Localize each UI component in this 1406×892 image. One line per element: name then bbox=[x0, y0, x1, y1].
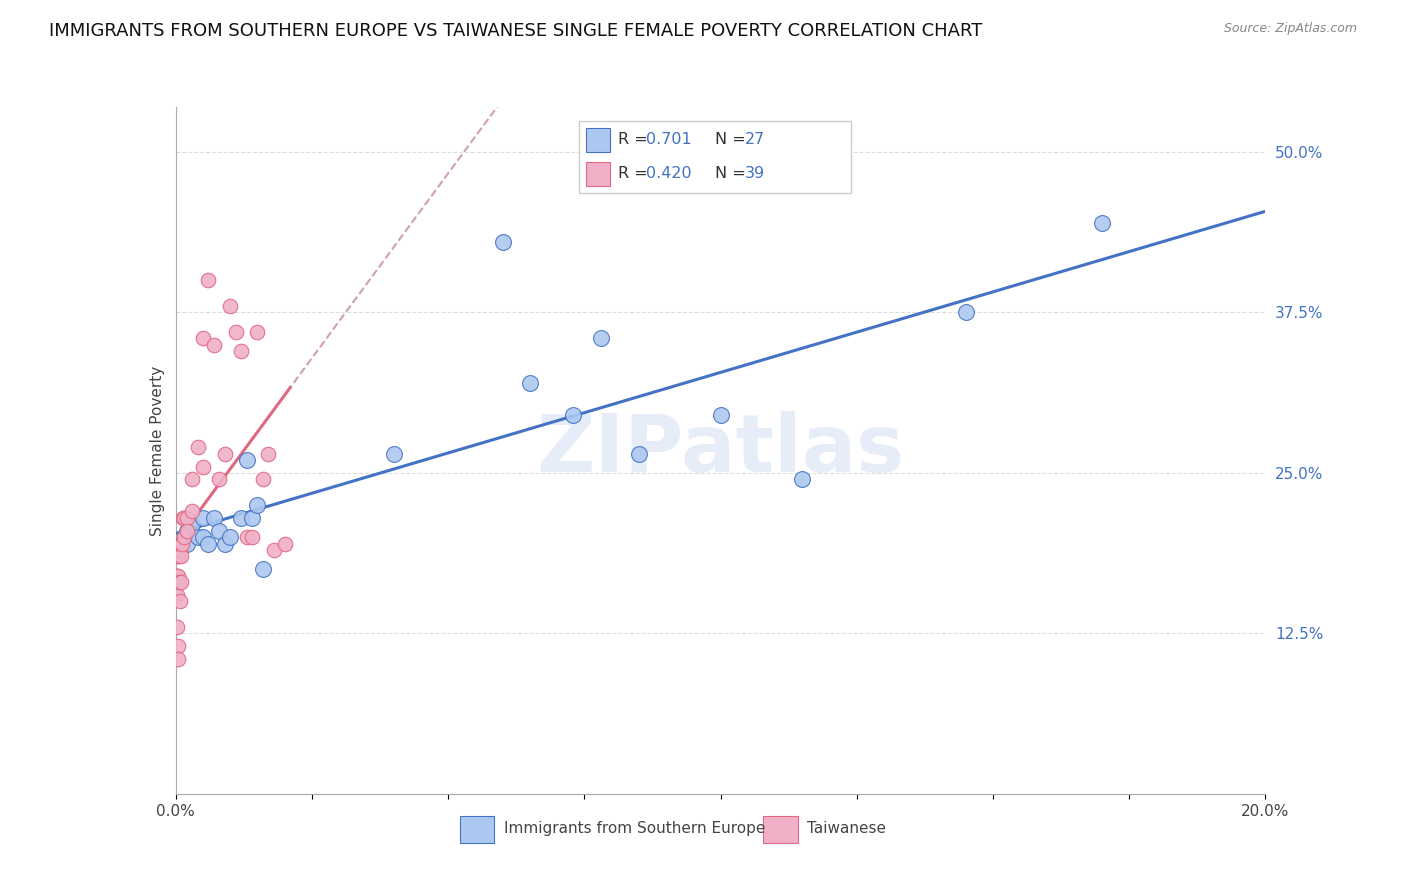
Point bbox=[170, 575, 193, 590]
Point bbox=[219, 299, 242, 313]
Point bbox=[166, 620, 188, 634]
Point bbox=[191, 331, 214, 345]
Point bbox=[589, 331, 612, 345]
Point bbox=[202, 511, 225, 525]
Point bbox=[219, 530, 242, 544]
Point bbox=[186, 530, 209, 544]
Point bbox=[173, 511, 195, 525]
Text: ZIPatlas: ZIPatlas bbox=[537, 411, 904, 490]
Point bbox=[170, 536, 193, 550]
Point bbox=[176, 536, 198, 550]
Point bbox=[263, 543, 285, 558]
Point bbox=[252, 472, 274, 486]
Point bbox=[246, 325, 269, 339]
Text: Source: ZipAtlas.com: Source: ZipAtlas.com bbox=[1223, 22, 1357, 36]
Point bbox=[208, 472, 231, 486]
Point bbox=[627, 447, 650, 461]
Point bbox=[191, 511, 214, 525]
Point bbox=[176, 511, 198, 525]
Point bbox=[167, 575, 190, 590]
Point bbox=[197, 273, 219, 287]
Point bbox=[197, 536, 219, 550]
Point bbox=[252, 562, 274, 576]
Point bbox=[214, 536, 236, 550]
Point bbox=[167, 652, 190, 666]
Point bbox=[257, 447, 280, 461]
Point bbox=[274, 536, 297, 550]
Point bbox=[167, 568, 190, 582]
Point bbox=[519, 376, 541, 390]
Point bbox=[191, 530, 214, 544]
Point bbox=[166, 588, 188, 602]
Point bbox=[166, 568, 188, 582]
Point bbox=[208, 524, 231, 538]
Point bbox=[176, 524, 198, 538]
Point bbox=[169, 543, 191, 558]
Point bbox=[172, 511, 194, 525]
Point bbox=[235, 530, 257, 544]
Point bbox=[492, 235, 515, 249]
Point bbox=[181, 517, 204, 532]
Point bbox=[176, 524, 198, 538]
Point bbox=[1091, 216, 1114, 230]
Point bbox=[167, 549, 190, 564]
Text: IMMIGRANTS FROM SOUTHERN EUROPE VS TAIWANESE SINGLE FEMALE POVERTY CORRELATION C: IMMIGRANTS FROM SOUTHERN EUROPE VS TAIWA… bbox=[49, 22, 983, 40]
Point bbox=[214, 447, 236, 461]
Point bbox=[231, 511, 253, 525]
Point bbox=[202, 337, 225, 351]
Point bbox=[382, 447, 405, 461]
Point bbox=[169, 536, 191, 550]
Point bbox=[181, 472, 204, 486]
Point bbox=[240, 511, 263, 525]
Point bbox=[792, 472, 814, 486]
Point bbox=[710, 408, 733, 422]
Point bbox=[167, 639, 190, 653]
Point bbox=[170, 549, 193, 564]
Point bbox=[169, 594, 191, 608]
Point bbox=[172, 536, 194, 550]
Point bbox=[246, 498, 269, 512]
Point bbox=[240, 530, 263, 544]
Point bbox=[235, 453, 257, 467]
Point bbox=[191, 459, 214, 474]
Point bbox=[231, 343, 253, 358]
Point bbox=[181, 504, 204, 518]
Point bbox=[166, 549, 188, 564]
Y-axis label: Single Female Poverty: Single Female Poverty bbox=[149, 366, 165, 535]
Point bbox=[173, 530, 195, 544]
Point bbox=[955, 305, 977, 319]
Point bbox=[225, 325, 247, 339]
Point bbox=[562, 408, 585, 422]
Point bbox=[186, 440, 209, 454]
